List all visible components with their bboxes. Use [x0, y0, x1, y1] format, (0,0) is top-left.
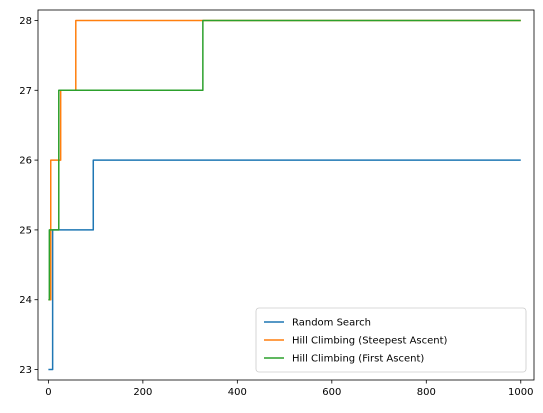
- legend-label-2: Hill Climbing (Steepest Ascent): [292, 336, 448, 347]
- legend-label-1: Random Search: [292, 318, 371, 329]
- y-tick-label: 26: [19, 156, 32, 167]
- x-tick-label: 400: [228, 387, 247, 398]
- x-tick-label: 1000: [508, 387, 533, 398]
- x-tick-label: 600: [322, 387, 341, 398]
- plot-frame: [37, 9, 535, 381]
- legend: Random Search Hill Climbing (Steepest Asc…: [255, 307, 527, 373]
- series-line-1: [48, 159, 521, 371]
- y-axis: 23 24 25 26 27 28: [19, 16, 38, 376]
- x-tick-label: 800: [417, 387, 436, 398]
- series-layer: [48, 19, 521, 371]
- y-tick-label: 23: [19, 365, 32, 376]
- y-tick-label: 25: [19, 225, 32, 236]
- x-tick-label: 0: [45, 387, 51, 398]
- y-tick-label: 27: [19, 86, 32, 97]
- y-tick-label: 28: [19, 16, 32, 27]
- x-tick-label: 200: [133, 387, 152, 398]
- legend-label-3: Hill Climbing (First Ascent): [292, 354, 424, 365]
- series-line-2: [48, 19, 521, 301]
- legend-box: [255, 307, 527, 373]
- series-line-3: [48, 19, 521, 301]
- x-axis: 0 200 400 600 800 1000: [45, 380, 533, 398]
- y-tick-label: 24: [19, 295, 32, 306]
